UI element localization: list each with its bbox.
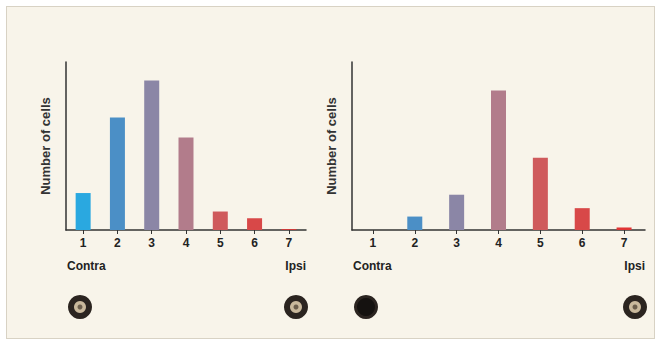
svg-text:4: 4 [495, 236, 502, 250]
svg-text:Ipsi: Ipsi [624, 259, 645, 273]
svg-text:1: 1 [80, 236, 87, 250]
svg-text:6: 6 [251, 236, 258, 250]
svg-text:Ipsi: Ipsi [285, 259, 306, 273]
svg-text:4: 4 [183, 236, 190, 250]
svg-text:Contra: Contra [353, 259, 392, 273]
svg-text:Contra: Contra [67, 259, 106, 273]
svg-text:6: 6 [579, 236, 586, 250]
svg-text:2: 2 [114, 236, 121, 250]
svg-text:Number of cells: Number of cells [324, 97, 339, 195]
svg-text:5: 5 [537, 236, 544, 250]
svg-text:7: 7 [621, 236, 628, 250]
svg-text:Number of cells: Number of cells [38, 97, 53, 195]
svg-text:2: 2 [411, 236, 418, 250]
svg-text:3: 3 [148, 236, 155, 250]
svg-text:1: 1 [370, 236, 377, 250]
svg-text:7: 7 [286, 236, 293, 250]
svg-text:3: 3 [453, 236, 460, 250]
svg-text:5: 5 [217, 236, 224, 250]
